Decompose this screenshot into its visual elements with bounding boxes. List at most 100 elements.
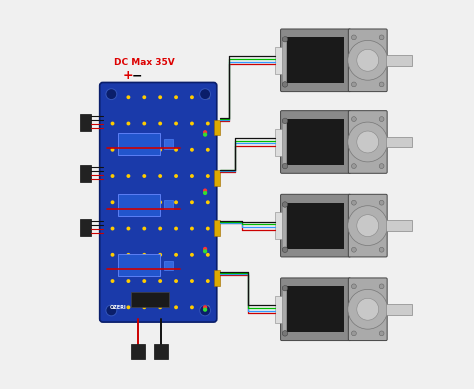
Circle shape <box>379 247 384 252</box>
Circle shape <box>351 117 356 121</box>
Circle shape <box>283 163 288 169</box>
Circle shape <box>190 174 194 178</box>
Bar <box>154 344 168 359</box>
Circle shape <box>127 253 130 257</box>
Circle shape <box>351 284 356 289</box>
Circle shape <box>190 253 194 257</box>
Circle shape <box>174 200 178 204</box>
Circle shape <box>174 174 178 178</box>
Circle shape <box>206 121 210 125</box>
Circle shape <box>127 95 130 99</box>
Circle shape <box>110 227 114 230</box>
Bar <box>386 55 412 66</box>
Circle shape <box>110 95 114 99</box>
Circle shape <box>206 305 210 309</box>
FancyBboxPatch shape <box>348 194 387 257</box>
Circle shape <box>158 174 162 178</box>
Bar <box>214 220 220 236</box>
Bar <box>164 139 173 149</box>
Circle shape <box>379 117 384 121</box>
Circle shape <box>142 174 146 178</box>
Circle shape <box>127 200 130 204</box>
Circle shape <box>348 289 388 329</box>
Circle shape <box>379 331 384 336</box>
Circle shape <box>351 247 356 252</box>
Bar <box>283 202 286 250</box>
Circle shape <box>110 174 114 178</box>
Circle shape <box>351 164 356 168</box>
Circle shape <box>127 174 130 178</box>
Circle shape <box>142 121 146 125</box>
FancyBboxPatch shape <box>281 29 351 92</box>
Circle shape <box>351 35 356 40</box>
Circle shape <box>174 148 178 152</box>
Bar <box>283 118 286 166</box>
FancyBboxPatch shape <box>281 194 351 257</box>
Circle shape <box>110 148 114 152</box>
FancyBboxPatch shape <box>348 29 387 92</box>
Circle shape <box>190 305 194 309</box>
Bar <box>118 194 161 216</box>
Circle shape <box>110 121 114 125</box>
Circle shape <box>206 174 210 178</box>
Bar <box>283 285 286 333</box>
Circle shape <box>158 200 162 204</box>
Circle shape <box>190 200 194 204</box>
Circle shape <box>127 279 130 283</box>
Bar <box>274 212 282 240</box>
Circle shape <box>127 121 130 125</box>
Bar <box>287 119 344 165</box>
Circle shape <box>158 148 162 152</box>
Circle shape <box>142 227 146 230</box>
Circle shape <box>106 89 117 100</box>
Circle shape <box>348 40 388 80</box>
Circle shape <box>283 37 288 42</box>
Circle shape <box>357 215 379 237</box>
FancyBboxPatch shape <box>281 278 351 341</box>
Circle shape <box>203 130 207 135</box>
Bar <box>274 47 282 74</box>
Circle shape <box>110 305 114 309</box>
Circle shape <box>283 331 288 336</box>
Bar <box>287 286 344 332</box>
Text: +: + <box>122 69 133 82</box>
Circle shape <box>190 95 194 99</box>
Circle shape <box>142 305 146 309</box>
Circle shape <box>110 279 114 283</box>
Bar <box>287 203 344 249</box>
Circle shape <box>190 279 194 283</box>
Bar <box>164 261 173 270</box>
Circle shape <box>174 227 178 230</box>
Circle shape <box>203 249 207 254</box>
Circle shape <box>206 227 210 230</box>
Circle shape <box>351 82 356 87</box>
Circle shape <box>203 307 207 312</box>
Circle shape <box>142 148 146 152</box>
Circle shape <box>203 191 207 195</box>
Circle shape <box>348 206 388 245</box>
Circle shape <box>283 202 288 207</box>
Bar <box>214 270 220 286</box>
Circle shape <box>174 121 178 125</box>
Circle shape <box>106 305 117 316</box>
Bar <box>386 304 412 315</box>
Bar <box>214 170 220 186</box>
Circle shape <box>142 279 146 283</box>
Bar <box>274 129 282 156</box>
Bar <box>386 220 412 231</box>
Circle shape <box>283 82 288 87</box>
Bar <box>80 165 91 182</box>
Circle shape <box>357 131 379 153</box>
Bar <box>386 137 412 147</box>
Circle shape <box>203 132 207 137</box>
FancyBboxPatch shape <box>281 111 351 173</box>
Circle shape <box>158 279 162 283</box>
Circle shape <box>203 189 207 193</box>
Circle shape <box>190 148 194 152</box>
Circle shape <box>283 118 288 124</box>
Bar <box>118 254 161 276</box>
Bar <box>130 292 169 307</box>
Bar <box>131 344 145 359</box>
Circle shape <box>357 298 379 320</box>
Circle shape <box>379 82 384 87</box>
